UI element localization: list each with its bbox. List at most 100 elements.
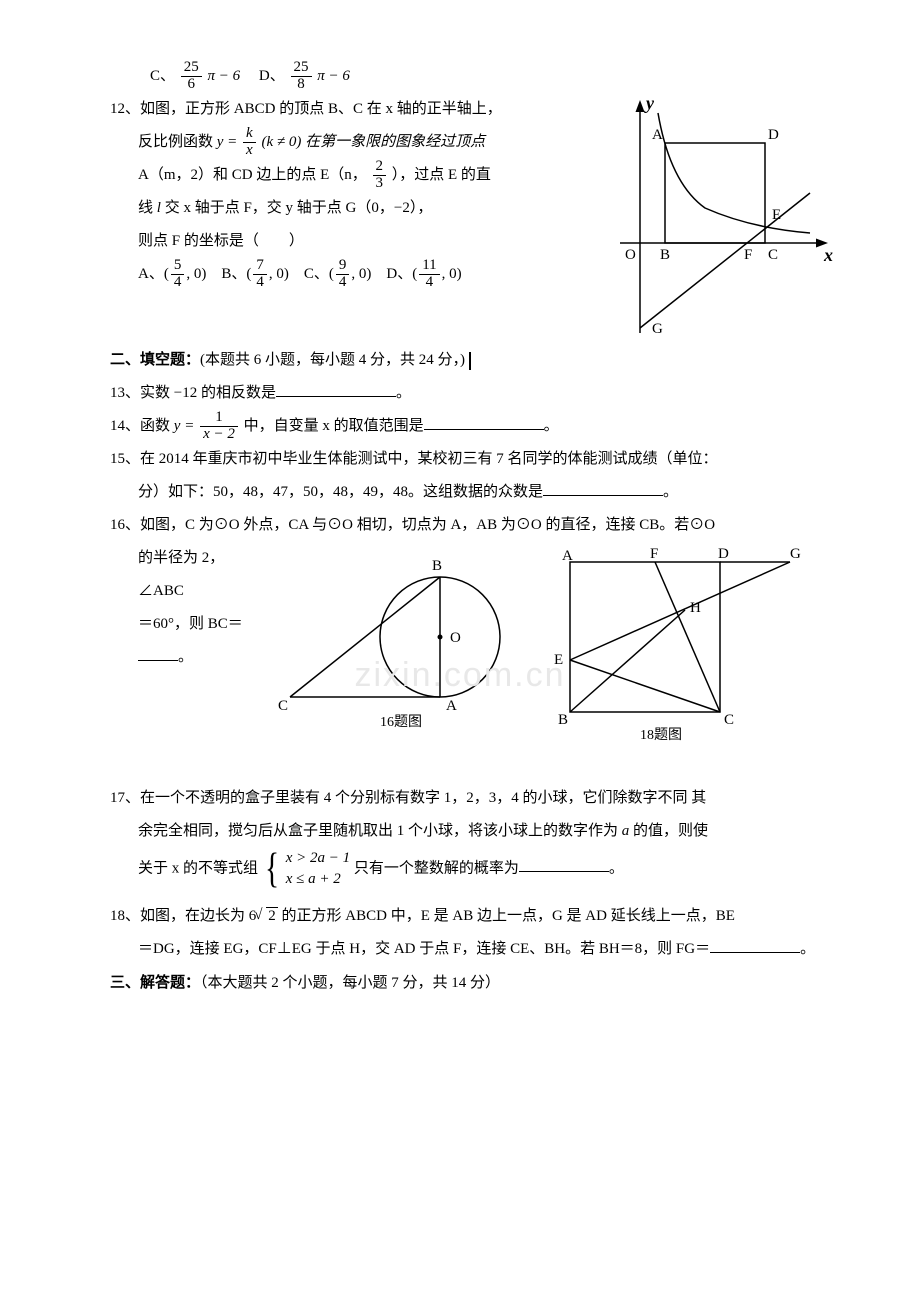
q11-d-post: π − 6 <box>317 68 350 84</box>
q11-d-den: 8 <box>291 77 312 93</box>
sec2-tail: (本题共 6 小题，每小题 4 分，共 24 分，) <box>200 352 465 368</box>
q12-knum: k <box>243 126 256 143</box>
q16-a: 如图，C 为⊙O 外点，CA 与⊙O 相切，切点为 A，AB 为⊙O 的直径，连… <box>140 517 715 533</box>
svg-text:C: C <box>278 698 288 714</box>
q12-D-d: 4 <box>419 275 439 291</box>
svg-text:C: C <box>724 712 734 728</box>
q17-l2: 余完全相同，搅匀后从盒子里随机取出 1 个小球，将该小球上的数字作为 a 的值，… <box>110 815 840 848</box>
q14-y: y = <box>174 418 195 434</box>
q12-kden: x <box>243 143 256 159</box>
q18-c: ＝DG，连接 EG，CF⊥EG 于点 H，交 AD 于点 F，连接 CE、BH。… <box>138 941 710 957</box>
q18-l2: ＝DG，连接 EG，CF⊥EG 于点 H，交 AD 于点 F，连接 CE、BH。… <box>110 933 840 966</box>
q12-D-pre: D、( <box>386 266 417 282</box>
svg-text:C: C <box>768 247 778 263</box>
q16-row: 的半径为 2，∠ABC ＝60°，则 BC＝ 。 B O A C 16题图 <box>110 542 840 742</box>
q14-b: 中，自变量 x 的取值范围是 <box>244 418 424 434</box>
q12-row: 12、如图，正方形 ABCD 的顶点 B、C 在 x 轴的正半轴上， 反比例函数… <box>110 93 840 343</box>
q13-blank <box>276 382 396 397</box>
q14: 14、函数 y = 1x − 2 中，自变量 x 的取值范围是。 <box>110 410 840 443</box>
q12-B-n: 7 <box>253 258 267 275</box>
q18-rad: 2 <box>266 907 278 924</box>
q11-c-den: 6 <box>181 77 202 93</box>
q17-l1: 17、在一个不透明的盒子里装有 4 个分别标有数字 1，2，3，4 的小球，它们… <box>110 782 840 815</box>
svg-text:G: G <box>652 321 663 337</box>
q17-c: 关于 x 的不等式组 <box>138 860 262 876</box>
q12-l5: 则点 F 的坐标是（ ） <box>110 225 590 258</box>
q12-num: 12、 <box>110 101 140 117</box>
q12-3d: 3 <box>373 176 387 192</box>
q18-a: 如图，在边长为 <box>140 908 249 924</box>
q16-c: ＝60°，则 BC＝ <box>110 608 250 641</box>
q15-p: 。 <box>663 484 678 500</box>
svg-text:E: E <box>772 207 781 223</box>
q16-l1: 16、如图，C 为⊙O 外点，CA 与⊙O 相切，切点为 A，AB 为⊙O 的直… <box>110 509 840 542</box>
q13-num: 13、 <box>110 385 140 401</box>
svg-text:E: E <box>554 652 563 668</box>
q12-A-post: , 0) <box>186 266 206 282</box>
q14-a: 函数 <box>140 418 174 434</box>
q11-d-num: 25 <box>291 60 312 77</box>
q12-B-d: 4 <box>253 275 267 291</box>
q17-p: 。 <box>609 860 624 876</box>
q17-d: 只有一个整数解的概率为 <box>354 860 519 876</box>
svg-text:F: F <box>744 247 752 263</box>
q12-D-n: 11 <box>419 258 439 275</box>
svg-text:F: F <box>650 546 658 562</box>
q12-l3b: ），过点 E 的直 <box>392 167 491 183</box>
q12-figure: y x O A D B C F E G <box>600 93 840 343</box>
q12-C-post: , 0) <box>351 266 371 282</box>
q12-A-d: 4 <box>171 275 185 291</box>
svg-text:G: G <box>790 546 801 562</box>
sec3-title: 三、解答题： <box>110 974 200 991</box>
text-cursor-icon <box>469 352 471 370</box>
svg-text:A: A <box>652 127 663 143</box>
q12-l1: 如图，正方形 ABCD 的顶点 B、C 在 x 轴的正半轴上， <box>140 101 502 117</box>
q12-D-post: , 0) <box>442 266 462 282</box>
svg-text:B: B <box>432 558 442 574</box>
q14-num: 14、 <box>110 418 140 434</box>
q17-blank <box>519 857 609 872</box>
q14-fn: 1 <box>200 410 238 427</box>
q15-blank <box>543 481 663 496</box>
q12-B-post: , 0) <box>269 266 289 282</box>
q15-line2: 分）如下：50，48，47，50，48，49，48。这组数据的众数是 。 <box>110 476 840 509</box>
svg-text:H: H <box>690 600 701 616</box>
brace-icon: { <box>265 848 279 890</box>
q12-y: y = <box>217 134 238 150</box>
q12-l4a: 线 <box>138 200 157 216</box>
q18-l1: 18、如图，在边长为 62 的正方形 ABCD 中，E 是 AB 边上一点，G … <box>110 900 840 933</box>
q18-figure: A F D G H E B C 18题图 <box>540 542 820 742</box>
q11-optC-pre: C、 <box>150 68 175 84</box>
q12-C-d: 4 <box>336 275 350 291</box>
q11-optD-pre: D、 <box>259 68 285 84</box>
section3-header: 三、解答题：（本大题共 2 个小题，每小题 7 分，共 14 分） <box>110 966 840 1000</box>
q14-fd: x − 2 <box>200 427 238 443</box>
q18-blank <box>710 938 800 953</box>
svg-text:16题图: 16题图 <box>380 715 422 730</box>
q12-l3a: A（m，2）和 CD 边上的点 E（n， <box>138 167 367 183</box>
q17-num: 17、 <box>110 790 140 806</box>
sec3-tail: （本大题共 2 个小题，每小题 7 分，共 14 分） <box>200 975 500 991</box>
q16-p: 。 <box>178 649 193 665</box>
q15-b: 分）如下：50，48，47，50，48，49，48。这组数据的众数是 <box>138 484 543 500</box>
q15-num: 15、 <box>110 451 140 467</box>
svg-text:O: O <box>450 630 461 646</box>
svg-text:D: D <box>718 546 729 562</box>
q15-a: 在 2014 年重庆市初中毕业生体能测试中，某校初三有 7 名同学的体能测试成绩… <box>140 451 718 467</box>
q12-l4b: 交 x 轴于点 F，交 y 轴于点 G（0，−2）， <box>161 200 432 216</box>
q12-3n: 2 <box>373 159 387 176</box>
q18-b: 的正方形 ABCD 中，E 是 AB 边上一点，G 是 AD 延长线上一点，BE <box>278 908 735 924</box>
q18-p: 。 <box>800 941 815 957</box>
q13-p: 。 <box>396 385 411 401</box>
svg-text:B: B <box>558 712 568 728</box>
q17-a: 在一个不透明的盒子里装有 4 个分别标有数字 1，2，3，4 的小球，它们除数字… <box>140 790 706 806</box>
q16-num: 16、 <box>110 517 140 533</box>
q17-sys2: x ≤ a + 2 <box>286 871 341 887</box>
q14-blank <box>424 415 544 430</box>
q11-options: C、 256 π − 6 D、 258 π − 6 <box>110 60 840 93</box>
svg-text:18题图: 18题图 <box>640 728 682 742</box>
q12-A-pre: A、( <box>138 266 169 282</box>
q11-c-num: 25 <box>181 60 202 77</box>
q13-a: 实数 −12 的相反数是 <box>140 385 276 401</box>
q11-c-post: π − 6 <box>208 68 241 84</box>
